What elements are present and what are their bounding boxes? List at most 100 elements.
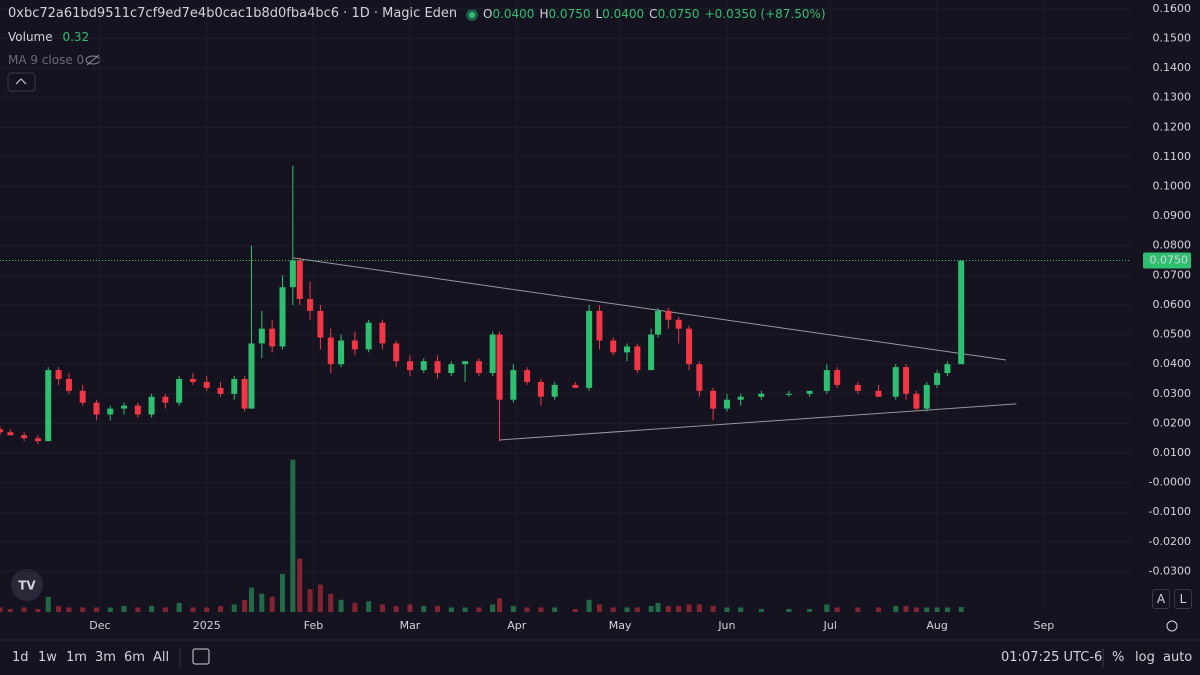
- volume-bar: [162, 607, 168, 612]
- timeframe-button[interactable]: 1d: [12, 650, 29, 665]
- x-tick-label: Sep: [1034, 619, 1055, 632]
- candle-body: [34, 438, 41, 442]
- ohlc-key: C: [649, 7, 658, 21]
- candle-body: [475, 361, 482, 374]
- volume-bar: [676, 605, 682, 612]
- date-range-icon[interactable]: [192, 648, 210, 665]
- volume-bar: [393, 605, 399, 612]
- scale-button[interactable]: auto: [1163, 650, 1193, 665]
- volume-bar: [7, 608, 13, 612]
- y-tick-label: 0.1300: [1153, 91, 1192, 104]
- volume-bar: [497, 598, 503, 612]
- volume-bar: [807, 608, 813, 612]
- candle-body: [289, 260, 296, 288]
- volume-bar: [903, 605, 909, 612]
- candle-body: [107, 408, 114, 415]
- volume-bar: [297, 558, 303, 612]
- y-tick-label: -0.0200: [1149, 535, 1191, 548]
- volume-bar: [107, 607, 113, 612]
- x-tick-label: Apr: [507, 619, 527, 632]
- logo: [11, 569, 43, 601]
- volume-bar: [648, 605, 654, 612]
- volume-bar: [876, 607, 882, 612]
- y-tick-label: -0.0100: [1149, 505, 1191, 518]
- candle-body: [279, 287, 286, 347]
- candle-body: [551, 384, 558, 397]
- timeframe-button[interactable]: 3m: [95, 650, 116, 665]
- candle-body: [496, 334, 503, 400]
- candle-body: [737, 396, 744, 400]
- collapse-button[interactable]: [7, 72, 36, 92]
- candle-body: [958, 260, 965, 365]
- candle-body: [248, 343, 255, 409]
- clock: 01:07:25 UTC-6: [1001, 650, 1103, 665]
- candle-body: [93, 402, 100, 415]
- candle-body: [351, 340, 358, 350]
- volume-bar: [248, 587, 254, 612]
- candle-body: [121, 405, 128, 409]
- volume-bar: [121, 605, 127, 612]
- candle-body: [231, 378, 238, 394]
- candle-body: [489, 334, 496, 374]
- ohlc-key: L: [595, 7, 603, 21]
- candle-body: [696, 364, 703, 391]
- timeframe-button[interactable]: 6m: [124, 650, 145, 665]
- candle-body: [655, 310, 662, 335]
- candle-body: [338, 340, 345, 365]
- volume-bar: [552, 607, 558, 612]
- candle-body: [307, 299, 314, 311]
- settings-icon[interactable]: [1166, 620, 1178, 632]
- x-tick-label: Feb: [304, 619, 323, 632]
- axis-button[interactable]: L: [1174, 589, 1192, 609]
- volume-bar: [290, 459, 296, 612]
- timeframe-button[interactable]: All: [153, 650, 170, 665]
- y-tick-label: 0.0800: [1153, 239, 1192, 252]
- ohlc-key: H: [539, 7, 549, 21]
- y-tick-label: 0.1000: [1153, 180, 1192, 193]
- y-tick-label: 0.0100: [1153, 446, 1192, 459]
- ohlc-value: 0.0400: [602, 7, 645, 21]
- scale-button[interactable]: %: [1112, 650, 1125, 665]
- trendline: [499, 403, 1017, 441]
- axis-button[interactable]: A: [1152, 589, 1170, 609]
- volume-bar: [538, 607, 544, 612]
- volume-bar: [824, 604, 830, 612]
- volume-bar: [328, 593, 334, 612]
- scale-button[interactable]: log: [1135, 650, 1155, 665]
- timeframe-button[interactable]: 1w: [38, 650, 57, 665]
- volume-bar: [366, 601, 372, 612]
- candle-body: [586, 310, 593, 388]
- candle-body: [665, 310, 672, 320]
- last-price-label: 0.0750: [1150, 254, 1189, 267]
- status-dot-inner: [469, 12, 475, 18]
- candle-body: [524, 370, 531, 382]
- volume-bar: [35, 608, 41, 612]
- candle-body: [944, 364, 951, 374]
- candle-body: [892, 367, 899, 397]
- volume-bar: [242, 599, 248, 612]
- candle-body: [317, 310, 324, 338]
- volume-bar: [944, 607, 950, 612]
- volume-bar: [280, 573, 285, 612]
- y-tick-label: 0.1400: [1153, 61, 1192, 74]
- candle-body: [834, 370, 841, 385]
- candle-body: [203, 381, 210, 388]
- x-tick-label: May: [609, 619, 632, 632]
- volume-bar: [958, 607, 964, 612]
- volume-bar: [56, 605, 62, 612]
- ohlc-value: 0.0750: [548, 7, 591, 21]
- y-tick-label: 0.0400: [1153, 357, 1192, 370]
- volume-bar: [786, 608, 792, 612]
- candle-body: [217, 387, 224, 394]
- x-tick-label: Jun: [717, 619, 735, 632]
- volume-bar: [80, 607, 86, 612]
- trendline: [292, 257, 1007, 361]
- candle-body: [934, 373, 941, 385]
- candle-body: [462, 361, 469, 365]
- candle-body: [854, 384, 861, 391]
- timeframe-button[interactable]: 1m: [66, 650, 87, 665]
- volume-bar: [66, 607, 72, 612]
- candle-body: [21, 435, 28, 439]
- volume-bar: [407, 604, 413, 612]
- volume-bar: [624, 607, 630, 612]
